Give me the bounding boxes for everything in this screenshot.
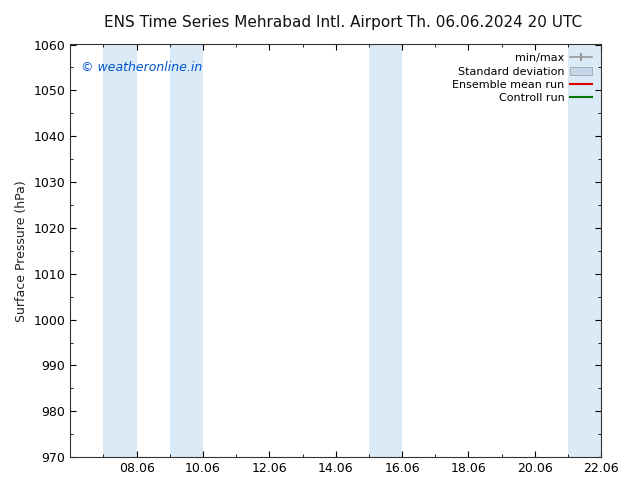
Text: ENS Time Series Mehrabad Intl. Airport: ENS Time Series Mehrabad Intl. Airport [104, 15, 403, 30]
Bar [369, 45, 402, 457]
Text: © weatheronline.in: © weatheronline.in [81, 61, 202, 74]
Y-axis label: Surface Pressure (hPa): Surface Pressure (hPa) [15, 180, 28, 322]
Bar [170, 45, 203, 457]
Bar [568, 45, 601, 457]
Bar [103, 45, 137, 457]
Text: Th. 06.06.2024 20 UTC: Th. 06.06.2024 20 UTC [407, 15, 582, 30]
Legend: min/max, Standard deviation, Ensemble mean run, Controll run: min/max, Standard deviation, Ensemble me… [449, 50, 595, 107]
